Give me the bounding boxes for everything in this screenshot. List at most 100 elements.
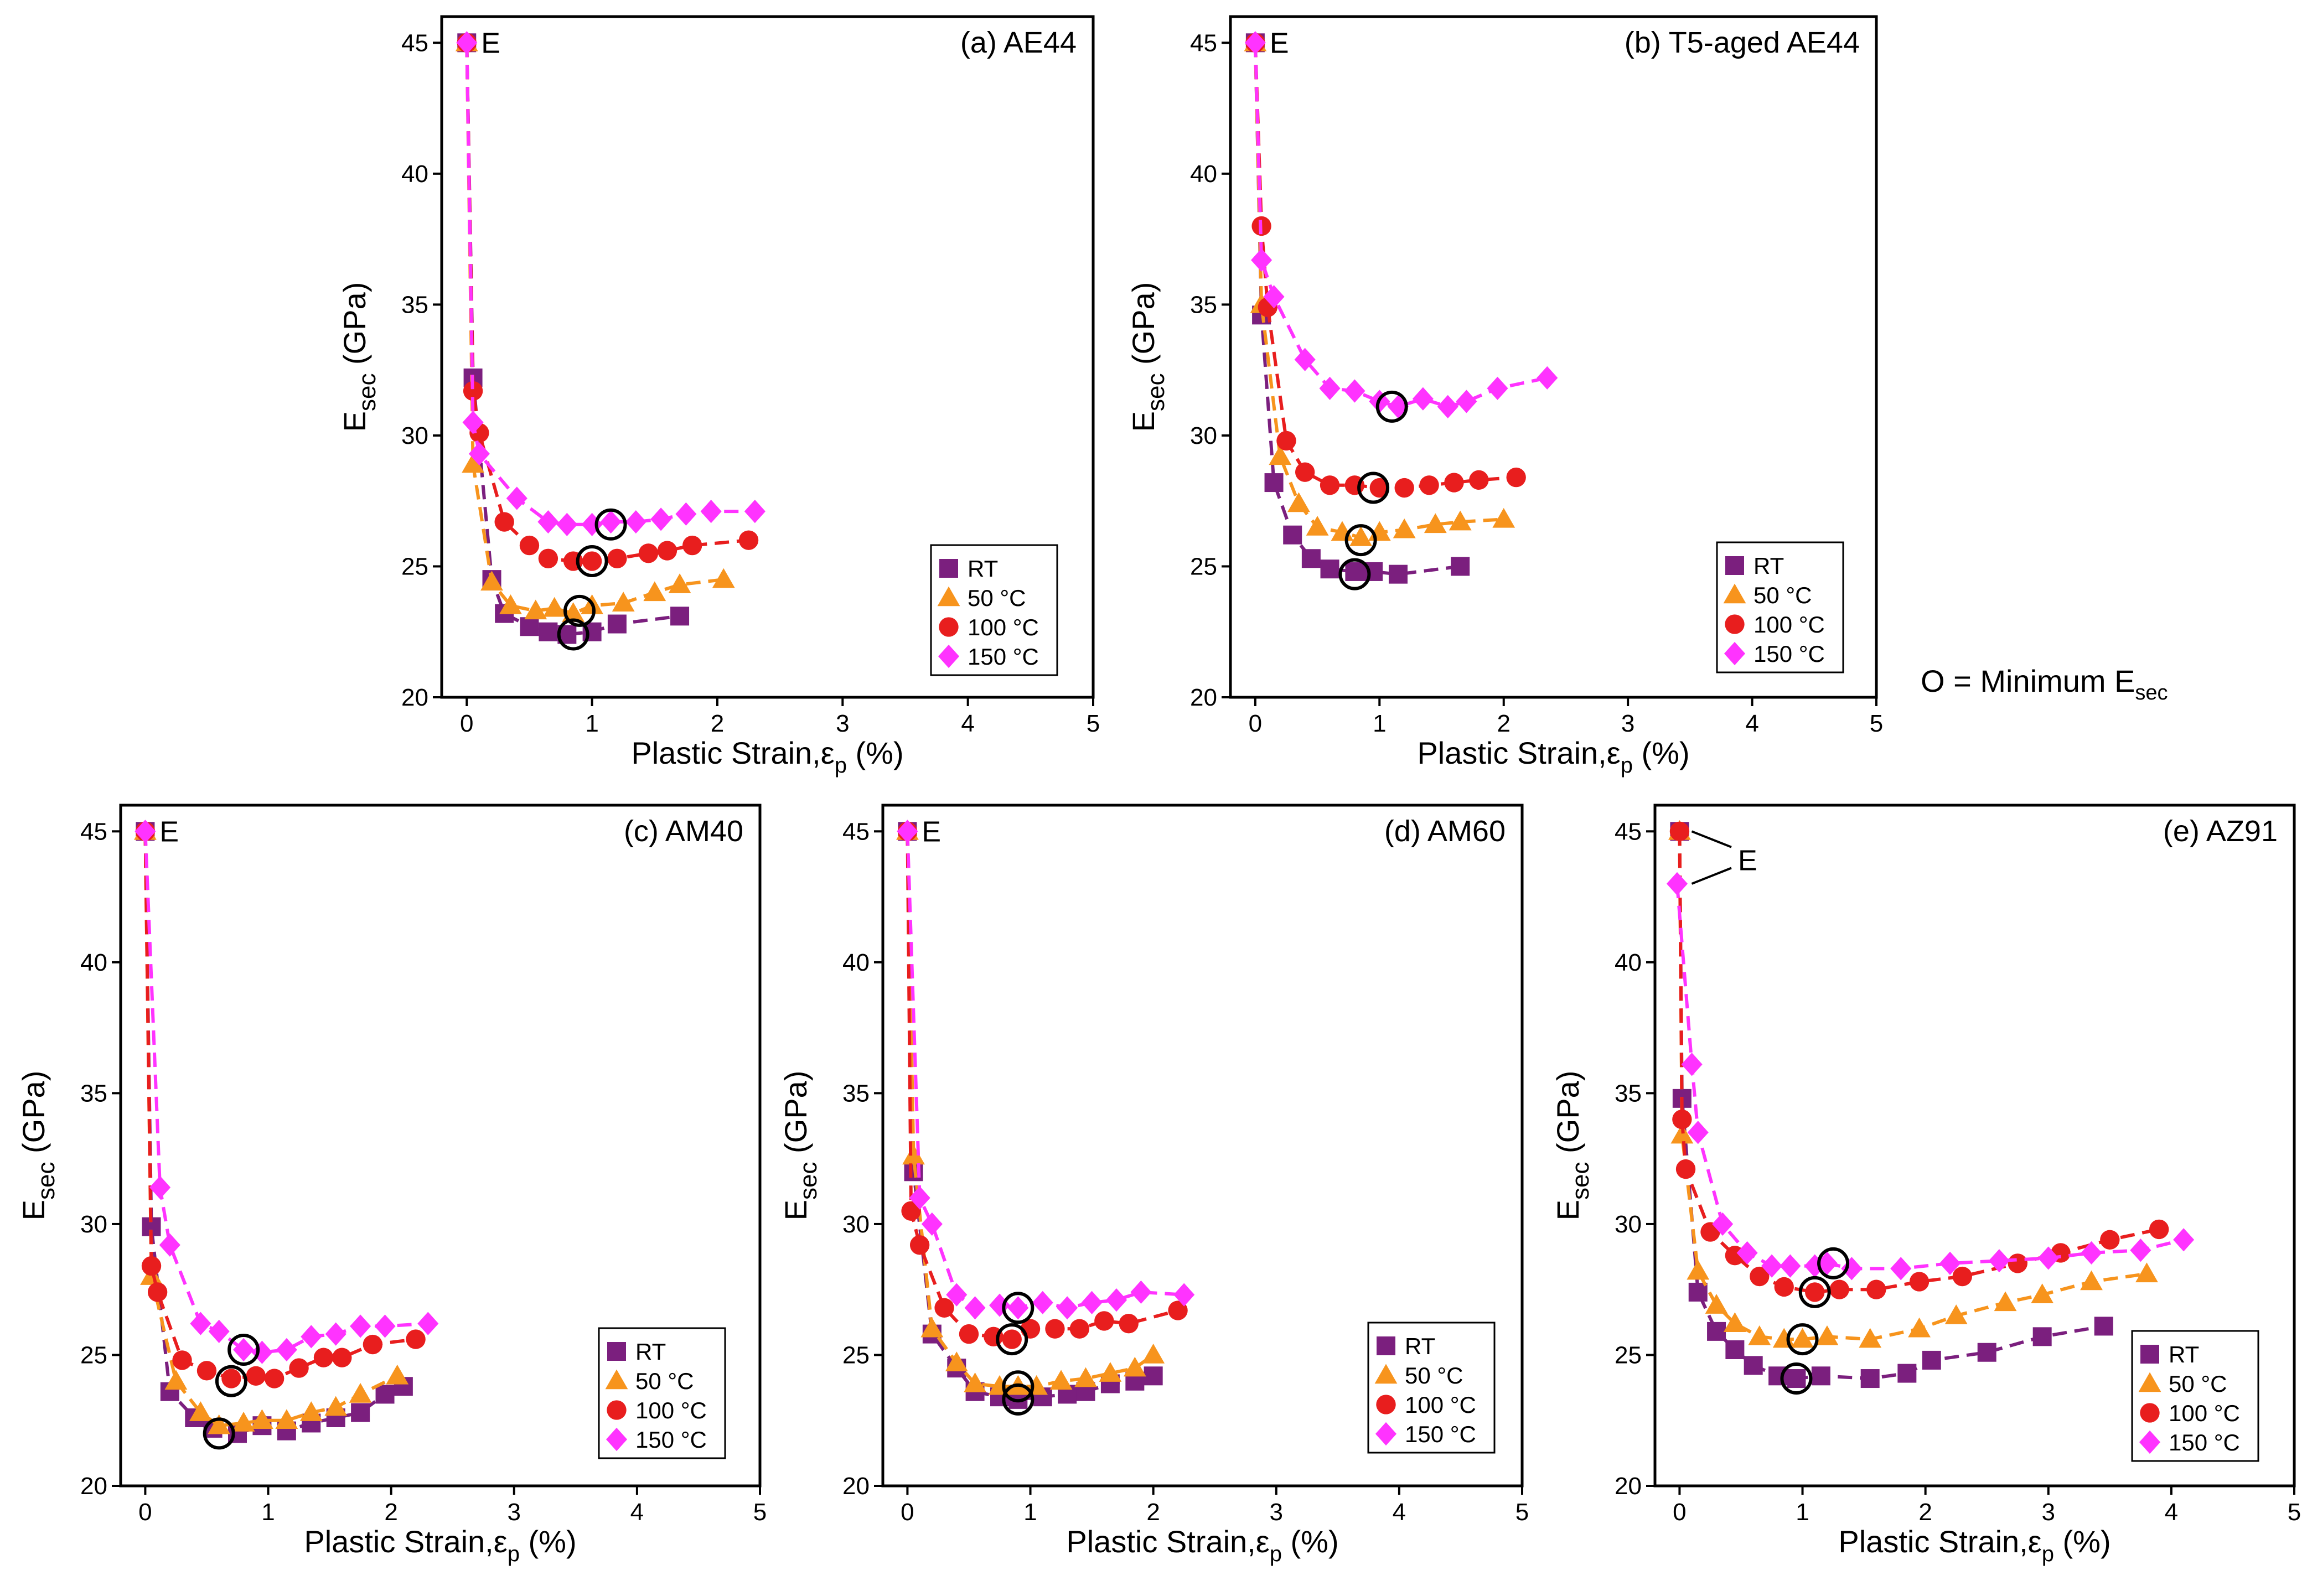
- series-line-150C: [1253, 43, 1548, 409]
- data-point: [2081, 1241, 2102, 1265]
- y-tick-label: 30: [842, 1211, 870, 1238]
- data-point: [1787, 1369, 1806, 1388]
- data-point: [1859, 1328, 1882, 1348]
- data-point: [1456, 390, 1477, 413]
- data-point: [1320, 559, 1339, 579]
- y-tick-label: 35: [1615, 1080, 1642, 1107]
- x-tick-label: 1: [1023, 1499, 1037, 1526]
- legend-marker: [1376, 1395, 1396, 1414]
- data-point: [1712, 1212, 1734, 1236]
- x-tick-label: 1: [1796, 1499, 1809, 1526]
- plot-frame: [1653, 804, 2296, 1488]
- data-point: [1142, 1344, 1165, 1364]
- elastic-label: E: [1270, 27, 1289, 59]
- legend-entry: 100 °C: [2169, 1400, 2240, 1426]
- x-tick-label: 0: [138, 1499, 152, 1526]
- minimum-marker: [1798, 1276, 1831, 1308]
- data-point: [196, 1361, 217, 1381]
- y-tick-label: 20: [1615, 1473, 1642, 1500]
- data-point: [480, 571, 503, 591]
- data-point: [1007, 1296, 1029, 1320]
- y-axis-label: Esec (GPa): [1550, 1071, 1594, 1221]
- data-point: [1002, 1329, 1022, 1349]
- minimum-marker: [227, 1334, 260, 1366]
- legend-marker: [607, 1400, 627, 1420]
- data-point: [1725, 1340, 1745, 1359]
- y-tick-label: 30: [1615, 1211, 1642, 1238]
- legend-marker: [1725, 556, 1744, 575]
- x-axis-label: Plastic Strain,εp (%): [1066, 1524, 1338, 1566]
- data-point: [921, 1212, 943, 1236]
- legend: RT 50 °C 100 °C 150 °C: [1716, 541, 1844, 673]
- legend-marker: [2139, 1430, 2161, 1454]
- legend-marker: [1377, 1336, 1395, 1355]
- data-point: [1276, 431, 1296, 451]
- panel-title: (e) AZ91: [2163, 815, 2278, 848]
- data-point: [1105, 1288, 1127, 1312]
- legend-entry: 50 °C: [1405, 1362, 1463, 1388]
- data-point: [299, 1401, 323, 1421]
- data-point: [324, 1396, 348, 1416]
- y-tick-label: 20: [80, 1473, 107, 1500]
- legend-marker: [605, 1369, 628, 1390]
- x-tick-label: 3: [2042, 1499, 2055, 1526]
- minimum-marker: [557, 618, 589, 651]
- x-tick-label: 5: [753, 1499, 767, 1526]
- x-axis-label: Plastic Strain,εp (%): [1838, 1524, 2111, 1566]
- elastic-arrow: [1691, 867, 1732, 885]
- data-point: [1994, 1291, 2017, 1312]
- legend-marker: [2138, 1372, 2161, 1392]
- legend-marker: [1725, 614, 1745, 634]
- legend-entry: 50 °C: [635, 1368, 694, 1394]
- series-line-100C: [143, 831, 416, 1381]
- data-point: [1173, 1283, 1195, 1307]
- data-point: [920, 1317, 944, 1338]
- data-point: [902, 1144, 925, 1165]
- data-point: [147, 1282, 168, 1302]
- data-point: [1057, 1296, 1078, 1320]
- data-point: [1295, 462, 1315, 482]
- data-point: [1537, 366, 1558, 390]
- data-point: [1748, 1325, 1771, 1345]
- data-point: [1841, 1257, 1863, 1281]
- legend-marker: [1375, 1422, 1397, 1446]
- data-point: [246, 1366, 266, 1386]
- panel-title: (c) AM40: [624, 815, 743, 848]
- y-tick-label: 20: [842, 1473, 870, 1500]
- data-point: [2008, 1253, 2027, 1273]
- data-point: [1897, 1364, 1917, 1383]
- data-point: [1444, 473, 1464, 493]
- x-tick-label: 2: [384, 1499, 397, 1526]
- data-point: [909, 1235, 930, 1255]
- x-tick-label: 5: [1087, 710, 1100, 737]
- data-point: [1437, 395, 1458, 418]
- y-tick-label: 25: [80, 1341, 107, 1369]
- data-point: [1736, 1241, 1758, 1265]
- data-point: [1815, 1325, 1839, 1345]
- data-point: [1469, 470, 1489, 490]
- data-point: [520, 617, 539, 636]
- data-point: [164, 1370, 188, 1390]
- data-point: [332, 1348, 352, 1367]
- y-tick-label: 25: [1190, 553, 1217, 580]
- data-point: [657, 541, 677, 561]
- x-tick-label: 1: [585, 710, 598, 737]
- data-point: [350, 1314, 371, 1338]
- data-point: [1319, 376, 1341, 400]
- legend-entry: RT: [968, 556, 998, 582]
- data-point: [964, 1296, 986, 1320]
- data-point: [1369, 478, 1389, 498]
- x-tick-label: 4: [1393, 1499, 1406, 1526]
- y-tick-label: 45: [401, 29, 428, 56]
- legend-entry: 100 °C: [1753, 612, 1825, 638]
- y-tick-label: 45: [842, 818, 870, 845]
- y-tick-label: 30: [80, 1211, 107, 1238]
- plot-frame: [119, 804, 762, 1488]
- data-point: [1069, 1319, 1090, 1339]
- data-point: [149, 1175, 171, 1199]
- legend-marker: [938, 644, 960, 669]
- data-point: [159, 1233, 180, 1257]
- x-tick-label: 3: [1270, 1499, 1283, 1526]
- series-line-150C: [1675, 883, 2184, 1271]
